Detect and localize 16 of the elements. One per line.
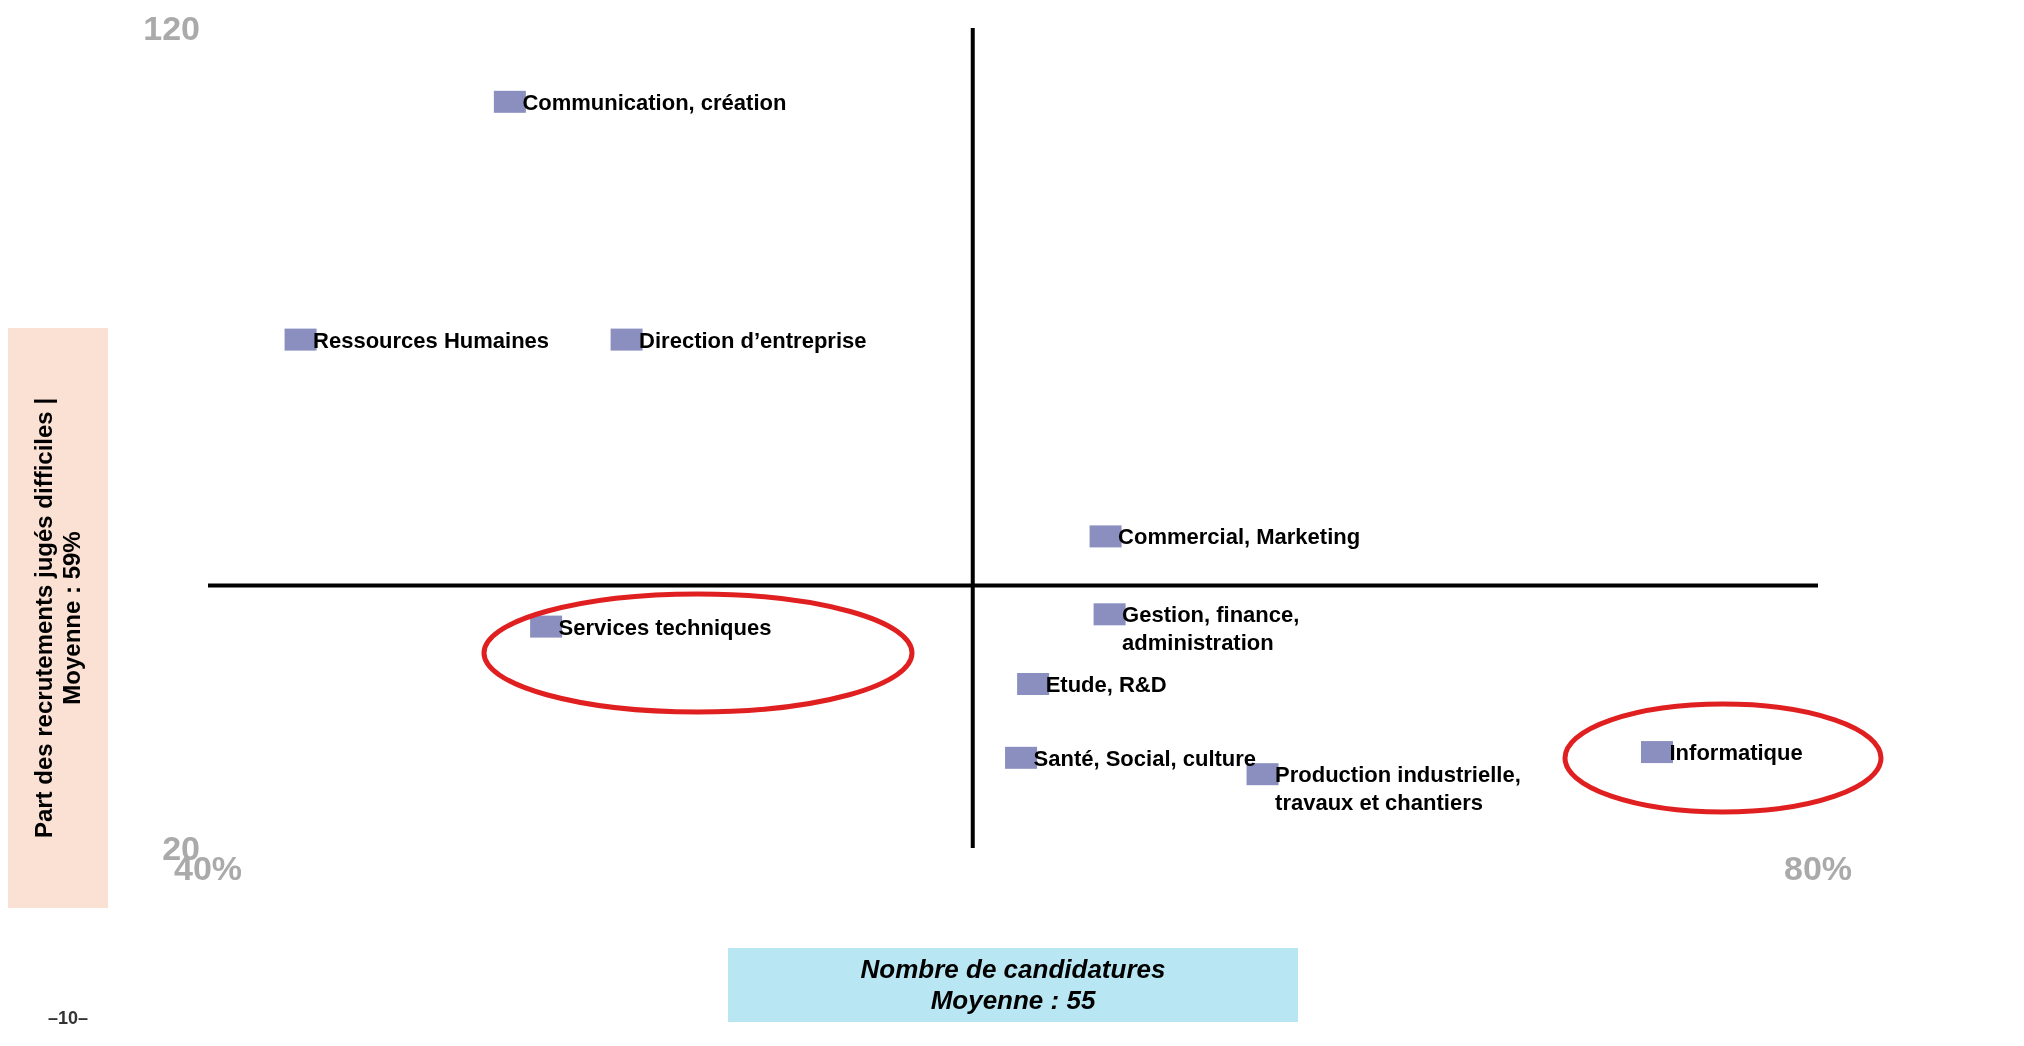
series-label: Etude, R&D xyxy=(1045,672,1167,697)
series-label: Informatique xyxy=(1669,740,1803,766)
series-label: Communication, création xyxy=(522,89,787,115)
series-label: Ressources Humaines xyxy=(313,327,550,353)
x-axis-title: Nombre de candidatures Moyenne : 55 xyxy=(859,954,1167,1016)
series-label: Gestion, finance, administration xyxy=(1122,602,1300,656)
series-label: Commercial, Marketing xyxy=(1118,524,1361,550)
series-label: Santé, Social, culture xyxy=(1033,745,1257,771)
x-tick-label: 80% xyxy=(1783,849,1853,888)
series-label: Production industrielle, travaux et chantiers xyxy=(1275,762,1521,816)
point xyxy=(1641,741,1673,764)
y-tick-label: 120 xyxy=(143,9,200,48)
y-axis-title: Part des recrutements jugés difficiles | Moyenne : 59% xyxy=(30,396,86,841)
series-label: Direction d’entreprise xyxy=(639,327,867,353)
series-label: Services techniques xyxy=(558,614,772,640)
text: –10– xyxy=(48,1008,89,1029)
